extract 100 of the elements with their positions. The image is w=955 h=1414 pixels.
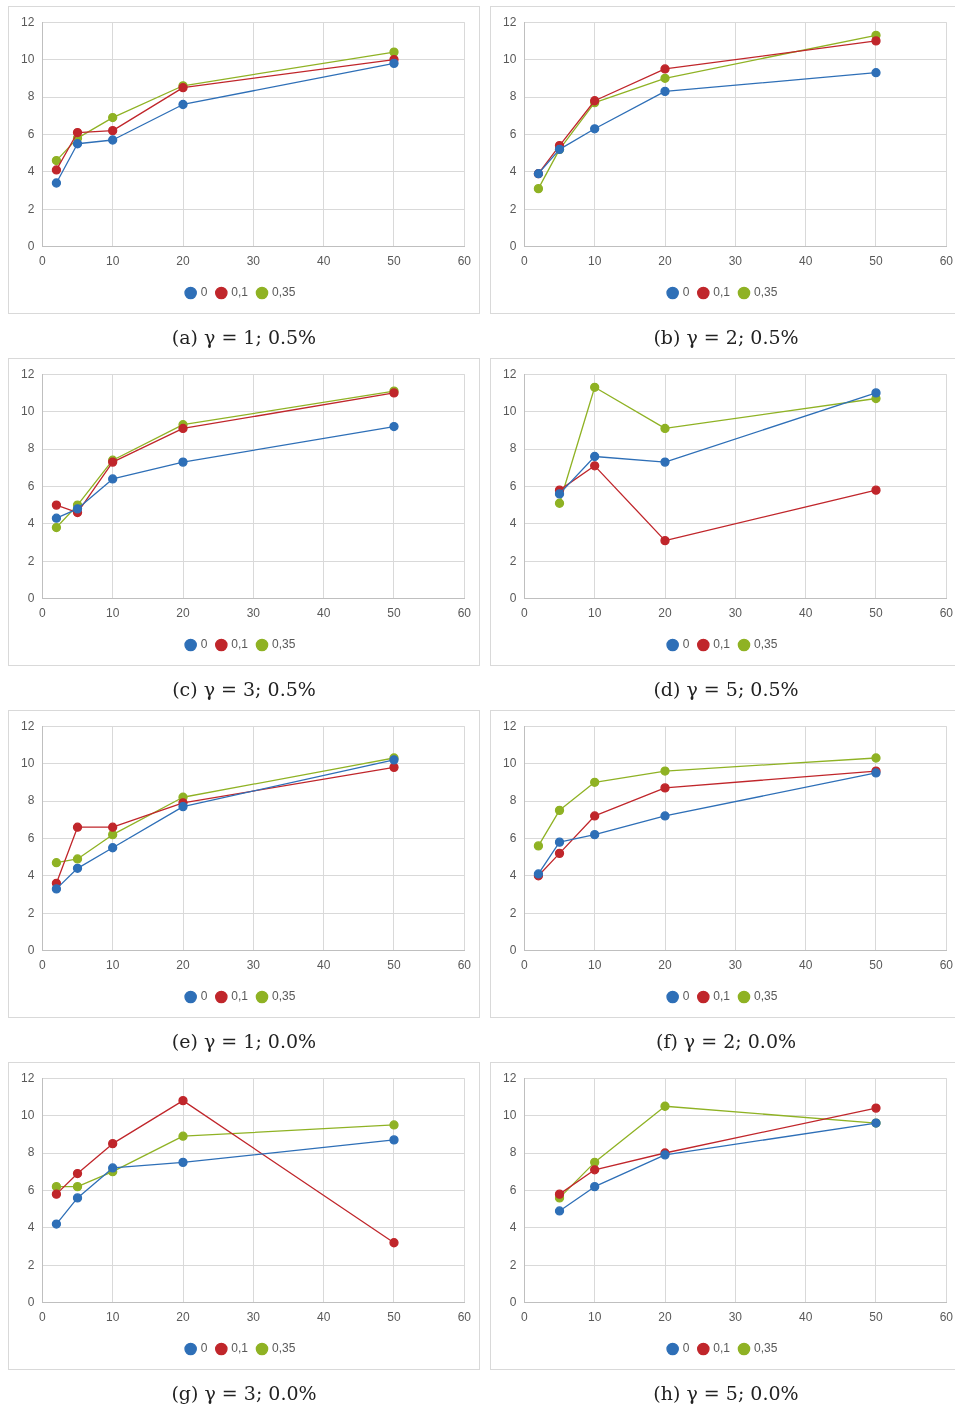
x-tick-label: 20 [176,606,190,621]
y-tick-label: 10 [20,403,35,418]
x-tick-label: 50 [387,958,401,973]
x-tick-label: 10 [106,254,120,269]
y-tick-label: 2 [27,905,35,920]
y-tick-label: 6 [27,126,35,141]
y-tick-label: 4 [509,868,517,883]
x-tick-label: 20 [658,1310,672,1325]
y-tick-label: 8 [509,793,517,808]
legend-label: 0,35 [272,1341,296,1356]
y-tick-label: 6 [509,126,517,141]
text: (g) γ = 3; 0.0% [170,1382,318,1404]
text: (f) γ = 2; 0.0% [654,1030,798,1052]
x-tick-label: 30 [728,606,743,621]
x-tick-label: 60 [457,254,472,269]
y-tick-label: 8 [27,1145,35,1160]
x-tick-label: 30 [728,254,743,269]
legend-label: 0,1 [713,285,731,300]
y-tick-label: 4 [27,868,35,883]
legend-label: 0,35 [754,1341,778,1356]
legend-label: 0 [200,1341,208,1356]
legend-label: 0,1 [231,637,249,652]
x-tick-label: 0 [39,254,46,269]
text: (h) γ = 5; 0.0% [652,1382,800,1404]
legend-label: 0,35 [272,989,296,1004]
legend-label: 0,1 [713,637,731,652]
y-tick-label: 12 [20,14,35,29]
x-tick-label: 10 [588,606,602,621]
x-tick-label: 60 [939,606,954,621]
y-tick-label: 4 [509,516,517,531]
y-tick-label: 6 [27,1182,35,1197]
y-tick-label: 6 [509,830,517,845]
y-tick-label: 8 [27,89,35,104]
y-tick-label: 0 [509,1294,517,1309]
x-tick-label: 50 [869,1310,883,1325]
y-tick-label: 2 [509,905,517,920]
x-tick-label: 20 [658,606,672,621]
x-tick-label: 30 [728,1310,743,1325]
y-tick-label: 12 [502,14,517,29]
y-tick-label: 2 [509,1257,517,1272]
y-tick-label: 10 [20,51,35,66]
x-tick-label: 60 [457,958,472,973]
legend-label: 0,1 [713,989,731,1004]
y-tick-label: 12 [502,718,517,733]
text: (d) γ = 5; 0.5% [652,678,800,700]
x-tick-label: 0 [521,1310,528,1325]
x-tick-label: 50 [869,606,883,621]
x-tick-label: 40 [798,1310,813,1325]
x-tick-label: 40 [798,254,813,269]
legend-label: 0 [200,989,208,1004]
x-tick-label: 10 [106,1310,120,1325]
y-tick-label: 8 [27,793,35,808]
legend-label: 0 [200,637,208,652]
x-tick-label: 40 [316,606,331,621]
text: (b) γ = 2; 0.5% [652,326,800,348]
y-tick-label: 0 [27,1294,35,1309]
legend-label: 0,1 [231,285,249,300]
x-tick-label: 20 [658,254,672,269]
text: (a) γ = 1; 0.5% [170,326,318,348]
x-tick-label: 0 [521,606,528,621]
legend-label: 0,35 [272,285,296,300]
y-tick-label: 8 [509,1145,517,1160]
y-tick-label: 0 [509,942,517,957]
x-tick-label: 30 [246,254,261,269]
y-tick-label: 0 [27,590,35,605]
y-tick-label: 0 [509,238,517,253]
x-tick-label: 60 [939,1310,954,1325]
legend-label: 0 [682,637,690,652]
x-tick-label: 10 [106,606,120,621]
y-tick-label: 4 [27,1220,35,1235]
x-tick-label: 20 [176,958,190,973]
y-tick-label: 8 [509,441,517,456]
y-tick-label: 2 [27,553,35,568]
text: (c) γ = 3; 0.5% [171,678,317,700]
x-tick-label: 40 [316,254,331,269]
x-tick-label: 60 [939,254,954,269]
x-tick-label: 40 [316,1310,331,1325]
y-tick-label: 0 [509,590,517,605]
x-tick-label: 50 [869,254,883,269]
y-tick-label: 2 [509,553,517,568]
x-tick-label: 10 [588,1310,602,1325]
x-tick-label: 60 [457,1310,472,1325]
x-tick-label: 10 [588,254,602,269]
y-tick-label: 10 [502,51,517,66]
y-tick-label: 8 [509,89,517,104]
y-tick-label: 0 [27,942,35,957]
legend-label: 0 [682,989,690,1004]
y-tick-label: 4 [27,516,35,531]
x-tick-label: 0 [39,958,46,973]
x-tick-label: 0 [521,958,528,973]
legend-label: 0 [682,1341,690,1356]
x-tick-label: 60 [457,606,472,621]
y-tick-label: 8 [27,441,35,456]
y-tick-label: 12 [20,366,35,381]
x-tick-label: 0 [521,254,528,269]
y-tick-label: 12 [20,1070,35,1085]
y-tick-label: 6 [27,478,35,493]
y-tick-label: 2 [509,201,517,216]
x-tick-label: 20 [176,1310,190,1325]
legend-label: 0,35 [754,989,778,1004]
